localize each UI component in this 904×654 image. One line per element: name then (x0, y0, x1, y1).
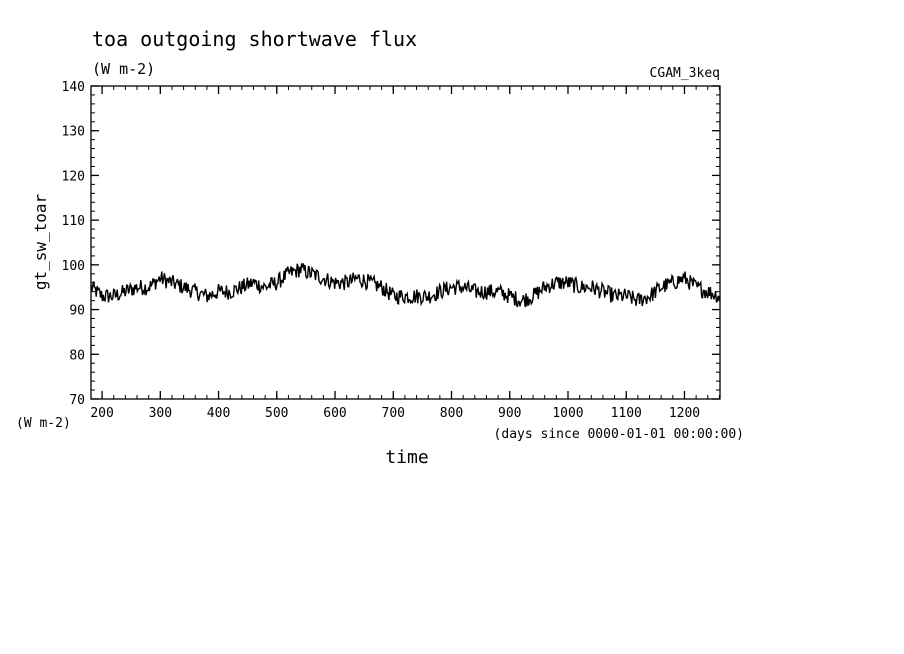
y-tick-label: 130 (62, 125, 85, 140)
y-tick-label: 70 (69, 393, 85, 408)
x-tick-label: 300 (149, 406, 172, 421)
tick-labels: 70 80 90 100 110 120 130 140 200 300 400 500 600 700 8… (62, 80, 701, 421)
x-axis-label: time (385, 447, 428, 468)
title-units: (W m-2) (92, 60, 155, 78)
x-tick-label: 900 (498, 406, 521, 421)
x-tick-label: 400 (207, 406, 230, 421)
x-tick-label: 1100 (611, 406, 642, 421)
x-tick-label: 700 (382, 406, 405, 421)
axis-ticks (91, 85, 720, 400)
y-tick-label: 80 (69, 348, 85, 363)
chart-title: toa outgoing shortwave flux (92, 27, 417, 51)
x-tick-label: 800 (440, 406, 463, 421)
x-tick-label: 1000 (552, 406, 583, 421)
x-tick-label: 500 (265, 406, 288, 421)
x-tick-label: 1200 (669, 406, 700, 421)
x-axis-units: (days since 0000-01-01 00:00:00) (494, 427, 744, 442)
x-tick-label: 200 (90, 406, 113, 421)
y-tick-label: 100 (62, 259, 85, 274)
y-tick-label: 120 (62, 169, 85, 184)
run-label: CGAM_3keq (650, 66, 720, 81)
y-tick-label: 110 (62, 214, 85, 229)
y-axis-label: gt_sw_toar (31, 193, 50, 290)
y-tick-label: 90 (69, 304, 85, 319)
x-tick-label: 600 (323, 406, 346, 421)
plot-frame (90, 85, 721, 400)
series-line (90, 262, 721, 308)
y-tick-label: 140 (62, 80, 85, 95)
y-axis-units: (W m-2) (16, 416, 71, 431)
